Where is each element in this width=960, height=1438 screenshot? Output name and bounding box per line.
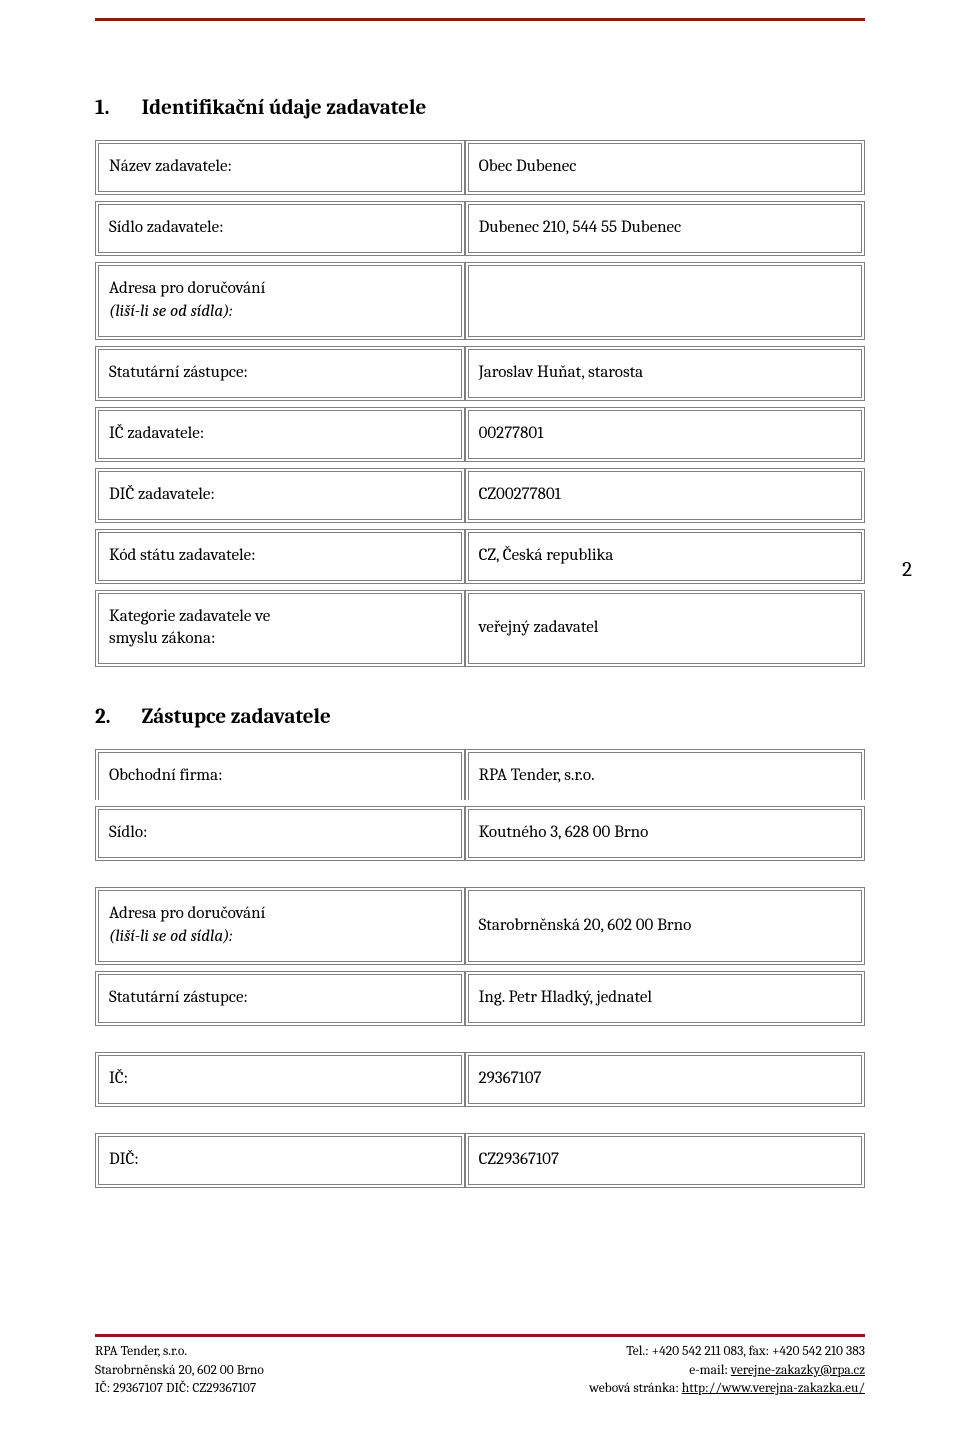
row-label: DIČ: — [95, 1133, 465, 1188]
footer-left-l3: IČ: 29367107 DIČ: CZ29367107 — [95, 1380, 264, 1398]
section1-table: Název zadavatele: Obec Dubenec Sídlo zad… — [95, 140, 865, 667]
row-label: Sídlo zadavatele: — [95, 201, 465, 256]
footer-right-l3-pre: webová stránka: — [589, 1381, 682, 1396]
table-row: DIČ: CZ29367107 — [95, 1133, 865, 1188]
content: 1. Identifikační údaje zadavatele Název … — [95, 0, 865, 1188]
section2-heading: 2. Zástupce zadavatele — [95, 705, 865, 729]
footer: RPA Tender, s.r.o. Starobrněnská 20, 602… — [95, 1334, 865, 1398]
row-value: RPA Tender, s.r.o. — [465, 749, 865, 800]
table-row: Sídlo zadavatele: Dubenec 210, 544 55 Du… — [95, 201, 865, 256]
row-label-line2: smyslu zákona: — [109, 629, 215, 648]
row-value: Dubenec 210, 544 55 Dubenec — [465, 201, 865, 256]
section2-num: 2. — [95, 705, 137, 729]
group-gap — [95, 1107, 865, 1133]
footer-left-l2: Starobrněnská 20, 602 00 Brno — [95, 1362, 264, 1380]
row-value: Starobrněnská 20, 602 00 Brno — [465, 887, 865, 965]
row-label: Adresa pro doručování (liší-li se od síd… — [95, 887, 465, 965]
row-label-line2: (liší-li se od sídla): — [109, 302, 233, 321]
row-label: IČ: — [95, 1052, 465, 1107]
row-value: CZ, Česká republika — [465, 529, 865, 584]
section2-table-g3: IČ: 29367107 — [95, 1052, 865, 1107]
row-value: CZ29367107 — [465, 1133, 865, 1188]
top-rule — [95, 18, 865, 21]
table-row: IČ zadavatele: 00277801 — [95, 407, 865, 462]
row-label: Kategorie zadavatele ve smyslu zákona: — [95, 590, 465, 668]
table-row: Statutární zástupce: Jaroslav Huňat, sta… — [95, 346, 865, 401]
row-value: Koutného 3, 628 00 Brno — [465, 806, 865, 861]
group-gap — [95, 1026, 865, 1052]
footer-left-l1: RPA Tender, s.r.o. — [95, 1343, 264, 1361]
table-row: Adresa pro doručování (liší-li se od síd… — [95, 262, 865, 340]
row-value — [465, 262, 865, 340]
section-gap — [95, 667, 865, 705]
row-label: Adresa pro doručování (liší-li se od síd… — [95, 262, 465, 340]
row-label: Název zadavatele: — [95, 140, 465, 195]
table-row: IČ: 29367107 — [95, 1052, 865, 1107]
row-label: Statutární zástupce: — [95, 971, 465, 1026]
footer-email-link[interactable]: verejne-zakazky@rpa.cz — [731, 1363, 865, 1378]
footer-rule — [95, 1334, 865, 1337]
footer-right-l3: webová stránka: http://www.verejna-zakaz… — [589, 1380, 865, 1398]
row-value: 29367107 — [465, 1052, 865, 1107]
footer-right-l2: e-mail: verejne-zakazky@rpa.cz — [589, 1362, 865, 1380]
section1-title: Identifikační údaje zadavatele — [142, 96, 427, 120]
row-value: veřejný zadavatel — [465, 590, 865, 668]
row-label: Kód státu zadavatele: — [95, 529, 465, 584]
footer-right: Tel.: +420 542 211 083, fax: +420 542 21… — [589, 1343, 865, 1398]
table-row: Obchodní firma: RPA Tender, s.r.o. — [95, 749, 865, 800]
row-label-line1: Adresa pro doručování — [109, 279, 265, 298]
section2-table-g1: Obchodní firma: RPA Tender, s.r.o. Sídlo… — [95, 749, 865, 861]
row-value: Jaroslav Huňat, starosta — [465, 346, 865, 401]
table-row: Kód státu zadavatele: CZ, Česká republik… — [95, 529, 865, 584]
footer-right-l1: Tel.: +420 542 211 083, fax: +420 542 21… — [589, 1343, 865, 1361]
page: 1. Identifikační údaje zadavatele Název … — [0, 0, 960, 1438]
section2-table-g4: DIČ: CZ29367107 — [95, 1133, 865, 1188]
row-value: CZ00277801 — [465, 468, 865, 523]
section1-heading: 1. Identifikační údaje zadavatele — [95, 96, 865, 120]
table-row: Název zadavatele: Obec Dubenec — [95, 140, 865, 195]
row-label: DIČ zadavatele: — [95, 468, 465, 523]
row-label-line2: (liší-li se od sídla): — [109, 927, 233, 946]
group-gap — [95, 861, 865, 887]
section2-title: Zástupce zadavatele — [142, 705, 331, 729]
footer-web-link[interactable]: http://www.verejna-zakazka.eu/ — [682, 1381, 865, 1396]
table-row: Statutární zástupce: Ing. Petr Hladký, j… — [95, 971, 865, 1026]
footer-left: RPA Tender, s.r.o. Starobrněnská 20, 602… — [95, 1343, 264, 1398]
footer-columns: RPA Tender, s.r.o. Starobrněnská 20, 602… — [95, 1343, 865, 1398]
row-label: Sídlo: — [95, 806, 465, 861]
table-row: DIČ zadavatele: CZ00277801 — [95, 468, 865, 523]
footer-right-l2-pre: e-mail: — [689, 1363, 731, 1378]
row-label-line1: Kategorie zadavatele ve — [109, 607, 270, 626]
section1-num: 1. — [95, 96, 137, 120]
table-row: Kategorie zadavatele ve smyslu zákona: v… — [95, 590, 865, 668]
table-row: Adresa pro doručování (liší-li se od síd… — [95, 887, 865, 965]
row-label-line1: Adresa pro doručování — [109, 904, 265, 923]
row-value: Obec Dubenec — [465, 140, 865, 195]
row-value: 00277801 — [465, 407, 865, 462]
row-label: IČ zadavatele: — [95, 407, 465, 462]
row-label: Obchodní firma: — [95, 749, 465, 800]
row-value: Ing. Petr Hladký, jednatel — [465, 971, 865, 1026]
table-row: Sídlo: Koutného 3, 628 00 Brno — [95, 806, 865, 861]
section2-table-g2: Adresa pro doručování (liší-li se od síd… — [95, 887, 865, 1026]
row-label: Statutární zástupce: — [95, 346, 465, 401]
page-number: 2 — [902, 558, 912, 582]
